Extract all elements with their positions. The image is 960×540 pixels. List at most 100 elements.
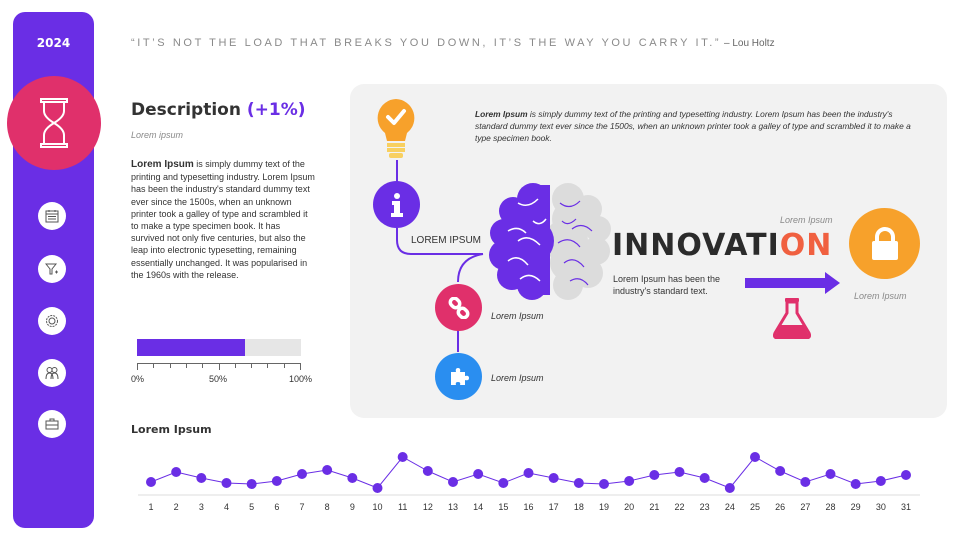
chart-x-label: 7 (299, 502, 305, 512)
chart-x-label: 3 (198, 502, 204, 512)
chart-point (246, 479, 257, 489)
chart-x-label: 9 (349, 502, 355, 512)
chart-point (347, 473, 358, 483)
progress-tick (185, 363, 187, 368)
chart-x-label: 13 (447, 502, 458, 512)
quote: “IT’S NOT THE LOAD THAT BREAKS YOU DOWN,… (131, 37, 775, 49)
chart-x-label: 23 (699, 502, 710, 512)
chart-x-label: 24 (724, 502, 735, 512)
chart-point (800, 477, 811, 487)
progress-tick (137, 363, 138, 370)
innovation-main: INNOVATI (612, 228, 780, 263)
chart-x-label: 25 (749, 502, 760, 512)
description-title: Description (+1%) (131, 100, 306, 120)
chart-point (523, 468, 534, 478)
chart-point (875, 476, 886, 486)
lock-caption: Lorem Ipsum (854, 291, 907, 301)
chart-x-label: 16 (523, 502, 534, 512)
chart-x-label: 14 (473, 502, 484, 512)
chart-title: Lorem Ipsum (131, 423, 212, 436)
chart-point (221, 478, 232, 488)
chart-point (649, 470, 660, 480)
chart-x-label: 15 (498, 502, 509, 512)
chart-x-label: 12 (422, 502, 433, 512)
panel-description: Lorem Ipsum is simply dummy text of the … (475, 108, 920, 144)
chart-point (674, 467, 685, 477)
chart-point (271, 476, 282, 486)
progress-label-50: 50% (209, 374, 228, 384)
chart-x-label: 29 (850, 502, 861, 512)
progress-fill (137, 339, 246, 356)
progress-label-100: 100% (289, 374, 313, 384)
description-title-text: Description (131, 100, 247, 120)
chart-point (775, 466, 786, 476)
progress-label-0: 0% (131, 374, 145, 384)
description-lead: Lorem Ipsum (131, 159, 194, 170)
description-body: Lorem Ipsum is simply dummy text of the … (131, 158, 316, 281)
chart-x-label: 30 (875, 502, 886, 512)
progress-tick (218, 363, 220, 370)
panel-text: is simply dummy text of the printing and… (475, 109, 911, 143)
progress-tick (153, 363, 155, 368)
chart-x-label: 6 (274, 502, 280, 512)
sidebar-item-settings[interactable] (38, 307, 66, 335)
chart-point (196, 473, 207, 483)
progress-tick (234, 363, 236, 368)
progress-tick (169, 363, 171, 368)
chart-x-label: 22 (674, 502, 685, 512)
link-icon (448, 296, 469, 319)
chart-point (573, 478, 584, 488)
description-change: (+1%) (246, 100, 306, 120)
progress-axis (137, 363, 301, 370)
sidebar-item-users[interactable] (38, 359, 66, 387)
chart-point (825, 469, 836, 479)
puzzle-label: Lorem Ipsum (491, 373, 544, 383)
progress-bar (137, 339, 301, 356)
progress-tick (202, 363, 204, 368)
chart-x-label: 2 (173, 502, 179, 512)
chart-point (498, 478, 509, 488)
lock-node (849, 208, 920, 279)
innovation-text: Lorem Ipsum has been the industry's stan… (613, 274, 721, 296)
lock-icon (871, 226, 898, 260)
chart-point (901, 470, 911, 480)
calendar-icon (45, 210, 59, 223)
chart-x-label: 5 (249, 502, 255, 512)
description-subtitle: Lorem ipsum (131, 130, 184, 140)
link-label: Lorem Ipsum (491, 311, 544, 321)
quote-text: “IT’S NOT THE LOAD THAT BREAKS YOU DOWN,… (131, 37, 722, 49)
arrow-right-icon (745, 272, 840, 294)
chart-point (473, 469, 484, 479)
chart-point (146, 477, 156, 487)
users-icon (45, 367, 59, 380)
year-label: 2024 (36, 36, 71, 50)
sidebar-item-portfolio[interactable] (38, 410, 66, 438)
progress-tick (267, 363, 269, 368)
chart-point (448, 477, 458, 487)
sidebar-item-calendar[interactable] (38, 202, 66, 230)
chart-x-label: 28 (825, 502, 836, 512)
puzzle-node (435, 353, 482, 400)
chart-x-label: 26 (775, 502, 786, 512)
flask-icon (773, 298, 811, 339)
funnel-plus-icon (45, 263, 58, 275)
chart-x-label: 18 (573, 502, 584, 512)
chart-point (397, 452, 408, 462)
chart-x-label: 19 (598, 502, 609, 512)
chart-point (699, 473, 710, 483)
info-label: LOREM IPSUM (411, 235, 482, 246)
innovation-accent: ON (779, 228, 833, 263)
chart-x-label: 27 (800, 502, 811, 512)
sidebar-item-filter[interactable] (38, 255, 66, 283)
progress-tick (300, 363, 301, 370)
innovation-heading: INNOVATION (612, 228, 832, 263)
info-icon (390, 192, 403, 217)
chart-x-label: 8 (324, 502, 330, 512)
chart-point (422, 466, 433, 476)
chart-point (850, 479, 861, 489)
chart-point (724, 483, 735, 493)
progress-tick (283, 363, 285, 368)
chart-point (372, 483, 383, 493)
chart-x-label: 1 (148, 502, 154, 512)
